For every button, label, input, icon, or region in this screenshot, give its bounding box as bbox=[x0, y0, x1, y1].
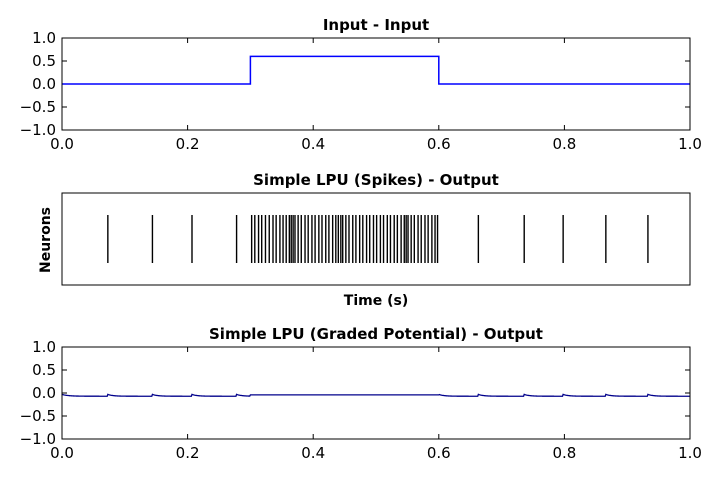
panel-input: Input - Input 0.0 0.2 0.4 0.6 0.8 1.01.00.50.… bbox=[20, 16, 702, 153]
panel-spikes-title: Simple LPU (Spikes) - Output bbox=[253, 171, 499, 189]
x-tick-label: 0.8 bbox=[552, 135, 576, 153]
x-tick-label: 0.4 bbox=[301, 444, 325, 462]
x-tick-label: 0.8 bbox=[552, 444, 576, 462]
y-tick-label: 1.0 bbox=[32, 29, 56, 47]
y-tick-label: 0.5 bbox=[32, 52, 56, 70]
y-tick-label: 1.0 bbox=[32, 338, 56, 356]
panel-spikes-plot bbox=[108, 215, 648, 263]
panel-input-title: Input - Input bbox=[323, 16, 429, 34]
x-tick-label: 0.6 bbox=[427, 135, 451, 153]
panel-graded-frame bbox=[62, 347, 690, 439]
panel-spikes: Simple LPU (Spikes) - Output Time (s) Ne… bbox=[38, 171, 690, 309]
panel-spikes-ylabel: Neurons bbox=[38, 207, 54, 273]
panel-graded-plot bbox=[62, 394, 690, 396]
x-tick-label: 1.0 bbox=[678, 444, 702, 462]
y-tick-label: −0.5 bbox=[20, 98, 56, 116]
y-tick-label: −1.0 bbox=[20, 121, 56, 139]
x-tick-label: 0.2 bbox=[176, 444, 200, 462]
x-tick-label: 1.0 bbox=[678, 135, 702, 153]
y-tick-label: −0.5 bbox=[20, 407, 56, 425]
panel-spikes-xlabel: Time (s) bbox=[344, 293, 408, 309]
panel-input-plot bbox=[62, 56, 690, 84]
input-series-line bbox=[62, 56, 690, 84]
panel-graded-title: Simple LPU (Graded Potential) - Output bbox=[209, 325, 543, 343]
y-tick-label: 0.5 bbox=[32, 361, 56, 379]
x-tick-label: 0.6 bbox=[427, 444, 451, 462]
y-tick-label: 0.0 bbox=[32, 384, 56, 402]
y-tick-label: −1.0 bbox=[20, 430, 56, 448]
panel-input-ticks: 0.0 0.2 0.4 0.6 0.8 1.01.00.50.0−1.0−0.5 bbox=[20, 29, 702, 153]
x-tick-label: 0.2 bbox=[176, 135, 200, 153]
x-tick-label: 0.4 bbox=[301, 135, 325, 153]
panel-graded-ticks: 0.0 0.2 0.4 0.6 0.8 1.01.00.50.0−1.0−0.5 bbox=[20, 338, 702, 462]
y-tick-label: 0.0 bbox=[32, 75, 56, 93]
panel-graded: Simple LPU (Graded Potential) - Output 0… bbox=[20, 325, 702, 462]
graded-series-line bbox=[62, 394, 690, 396]
